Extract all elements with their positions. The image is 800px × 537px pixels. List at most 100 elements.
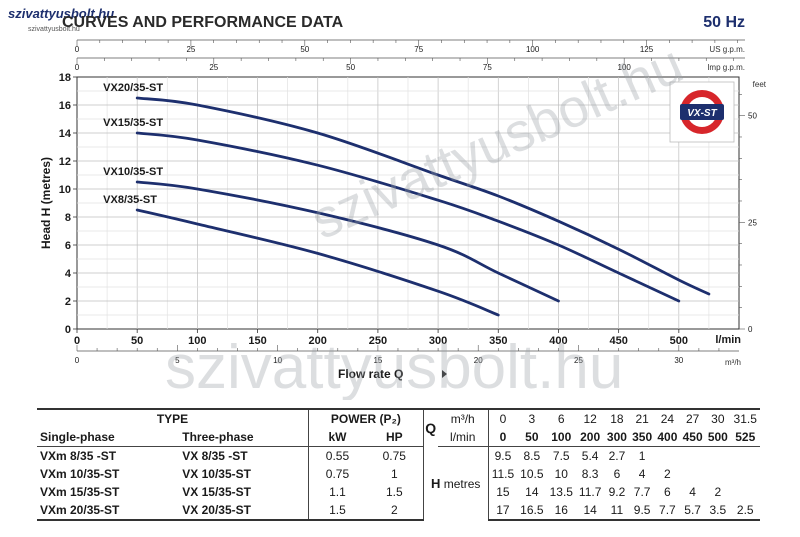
m3h-cell: 27: [680, 408, 706, 428]
feet-tick-label: 25: [748, 218, 757, 227]
lmin-cell: 100: [546, 428, 576, 447]
head-value: 16.5: [517, 501, 547, 521]
x-axis-arrow: [442, 370, 447, 378]
imp-gpm-label: Imp g.p.m.: [707, 63, 745, 72]
q-header: Q: [422, 408, 438, 447]
y-axis-label: Head H (metres): [39, 157, 53, 249]
table-row: VXm 15/35-ST VX 15/35-ST 1.1 1.5 15 14 1…: [37, 483, 760, 501]
head-value: 6: [613, 467, 621, 481]
head-value: 17: [487, 501, 518, 521]
x-tick-label: 50: [131, 335, 143, 347]
head-value: 3.5: [705, 501, 731, 521]
series-line: [135, 96, 711, 296]
head-value: [730, 483, 760, 501]
lmin-cell: 450: [680, 428, 706, 447]
m3h-cell: 3: [517, 408, 547, 428]
hp-value: 2: [365, 501, 424, 521]
head-value: [730, 465, 760, 483]
badge-text: VX-ST: [687, 108, 717, 119]
h-letter: H: [430, 476, 441, 491]
m3h-cell: 31.5: [730, 408, 760, 428]
page-title: CURVES AND PERFORMANCE DATA: [62, 14, 344, 31]
hp-value: 1.5: [385, 485, 403, 499]
x-unit-label: l/min: [715, 334, 741, 346]
y-tick-label: 0: [65, 324, 71, 336]
head-value: 16: [546, 501, 576, 521]
head-value: 4: [638, 467, 646, 481]
lmin-cell: 400: [654, 428, 680, 447]
head-value: [730, 447, 760, 466]
table-header-row-1: TYPE POWER (P₂) Q m³/h 0 3 6 12 18 21 24…: [37, 408, 760, 447]
head-value: 8.5: [523, 449, 541, 463]
m3h-header: m³/h: [437, 408, 489, 428]
imp-gpm-tick-label: 75: [483, 63, 492, 72]
us-gpm-tick-label: 100: [526, 45, 540, 54]
y-tick-label: 6: [65, 240, 71, 252]
us-gpm-tick-label: 0: [75, 45, 80, 54]
site-logo[interactable]: szivattyusbolt.hu: [8, 6, 114, 21]
m3h-cell: 24: [654, 408, 680, 428]
head-value: 11.5: [487, 465, 518, 483]
series-label: VX20/35-ST: [103, 82, 163, 94]
y-tick-label: 16: [59, 100, 71, 112]
m3h-tick-label: 10: [273, 356, 282, 365]
x-tick-label: 100: [188, 335, 206, 347]
head-value: 10: [554, 467, 568, 481]
y-tick-label: 8: [65, 212, 71, 224]
imp-gpm-tick-label: 25: [209, 63, 218, 72]
us-gpm-tick-label: 75: [414, 45, 423, 54]
head-value: 6: [664, 485, 671, 499]
head-value: 9.2: [608, 485, 626, 499]
feet-tick-label: 0: [748, 325, 753, 334]
head-value: 2.7: [608, 449, 626, 463]
three-phase-model: VX 20/35-ST: [179, 501, 309, 521]
kw-header: kW: [308, 428, 366, 447]
imp-gpm-tick-label: 0: [75, 63, 80, 72]
lmin-cell: 50: [517, 428, 547, 447]
head-value: 13.5: [549, 485, 573, 499]
table-row: VXm 10/35-ST VX 10/35-ST 0.75 1 11.5 10.…: [37, 465, 760, 483]
y-tick-label: 4: [65, 268, 72, 280]
lmin-cell: 525: [730, 428, 760, 447]
single-phase-model: VXm 10/35-ST: [40, 467, 120, 481]
site-logo-url: szivattyusbolt.hu: [28, 26, 80, 33]
vx-st-badge: VX-ST: [669, 81, 735, 143]
type-header: TYPE: [37, 408, 309, 428]
performance-chart: szivattyusbolt.hu szivattyusbolt.hu CURV…: [8, 6, 767, 400]
head-value: [680, 447, 705, 466]
single-phase-model: VXm 8/35 -ST: [40, 449, 117, 463]
m3h-cell: 30: [705, 408, 731, 428]
kw-value: 0.75: [308, 465, 366, 483]
three-phase-model: VX 10/35-ST: [182, 467, 251, 481]
head-value: 5.4: [581, 449, 599, 463]
x-tick-label: 450: [609, 335, 627, 347]
head-value: [705, 447, 730, 466]
us-gpm-tick-label: 25: [186, 45, 195, 54]
x-tick-label: 0: [74, 335, 80, 347]
y-tick-label: 10: [59, 184, 71, 196]
x-tick-label: 500: [670, 335, 688, 347]
feet-label: feet: [753, 80, 767, 89]
m3h-cell: 21: [629, 408, 655, 428]
m3h-tick-label: 20: [474, 356, 483, 365]
lmin-cell: 300: [604, 428, 630, 447]
metres-word: metres: [443, 477, 481, 491]
head-value: 4: [689, 485, 696, 499]
head-value: 10.5: [520, 467, 544, 481]
imp-gpm-tick-label: 100: [618, 63, 632, 72]
single-phase-model: VXm 15/35-ST: [40, 485, 120, 499]
hp-value: 1: [390, 467, 398, 481]
m3h-tick-label: 30: [674, 356, 683, 365]
three-phase-model: VX 8/35 -ST: [182, 449, 248, 463]
kw-value: 1.5: [308, 501, 366, 521]
feet-tick-label: 50: [748, 112, 757, 121]
head-value: 7.5: [552, 449, 570, 463]
head-value: 2: [664, 467, 671, 481]
us-gpm-tick-label: 50: [300, 45, 309, 54]
lmin-header: l/min: [437, 428, 489, 447]
head-value: 1: [638, 449, 646, 463]
us-gpm-label: US g.p.m.: [709, 45, 745, 54]
series-line: [135, 208, 500, 317]
table-header-row-2: Single-phase Three-phase kW HP l/min 0 5…: [37, 428, 760, 447]
